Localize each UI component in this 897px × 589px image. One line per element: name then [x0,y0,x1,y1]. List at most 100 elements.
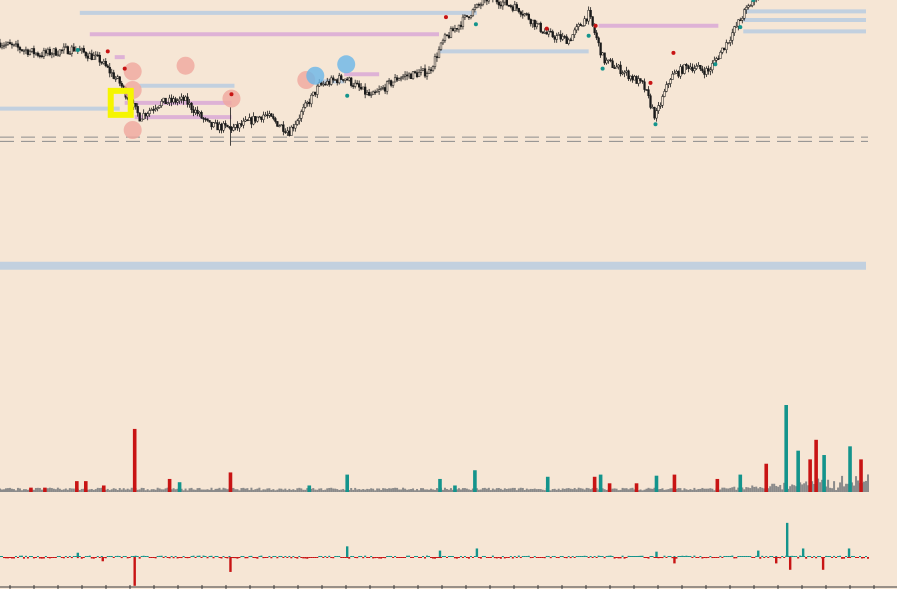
red-volume-bar [715,478,720,492]
candle-body [266,114,269,117]
teal-volume-bar [822,455,826,492]
volume-bar [202,489,205,492]
delta-bar [218,557,221,558]
volume-bar [382,488,385,492]
delta-bar [839,555,842,557]
volume-bar [258,487,261,492]
delta-bar [603,557,606,559]
delta-bar [290,557,293,559]
volume-bar [270,489,273,492]
volume-bar [70,488,73,492]
candle-body [597,37,600,44]
delta-bar [573,557,576,558]
candle-body [338,75,341,84]
candle-body [44,50,48,54]
teal-delta-bar [438,550,442,557]
volume-bar [154,489,157,492]
candle-body [276,121,279,127]
delta-bar [166,557,169,558]
delta-bar [667,556,670,557]
delta-bar [112,557,115,558]
delta-bar [62,557,65,559]
delta-bar [4,557,7,559]
delta-bar [70,557,73,559]
delta-bar [545,555,548,557]
delta-bar [200,557,203,558]
volume-bar [374,490,377,492]
candle-body [741,18,744,21]
delta-bar [763,557,766,558]
delta-bar [633,556,636,557]
volume-bar [236,489,239,492]
volume-bar [160,489,163,492]
volume-bar [839,482,842,492]
candle-body [88,53,91,59]
candle-body [192,109,195,113]
volume-bar [180,488,183,492]
volume-bar [194,489,197,492]
volume-bar [252,489,255,492]
delta-bar [332,557,335,559]
volume-bar [595,487,598,492]
candle-body [691,66,694,72]
volume-bar [551,489,554,492]
teal-delta-bar [757,550,760,557]
volume-bar [260,490,263,492]
candle-body [256,116,259,122]
candle-body [573,29,576,35]
candle-body [603,52,606,64]
delta-bar [457,557,460,558]
candle-body [172,98,175,103]
volume-bar [825,486,828,492]
candle-body [413,71,417,73]
delta-bar [96,556,99,557]
delta-bar [455,557,458,559]
delta-bar [164,556,167,557]
delta-bar [234,557,237,559]
candle-body [46,48,50,54]
volume-bar [819,482,822,492]
delta-bar [581,556,584,557]
volume-bar [98,488,101,492]
volume-bar [172,488,175,492]
delta-bar [659,557,662,558]
delta-bar [226,557,229,559]
delta-bar [142,555,145,557]
delta-bar [533,556,536,557]
volume-bar [747,487,750,492]
volume-bar [318,488,321,492]
delta-bar [424,557,427,559]
volume-bar [621,487,624,492]
delta-bar [585,556,588,557]
delta-bar [154,557,157,559]
volume-bar [266,488,269,492]
volume-bar [495,488,498,492]
volume-bar [358,489,361,492]
delta-bar [262,557,265,559]
candle-body [667,83,670,85]
volume-bar [615,488,618,492]
candle-body [274,118,277,122]
candle-body [521,14,524,16]
volume-bar [843,486,846,492]
volume-bar [0,489,3,492]
candle-body [683,64,686,74]
delta-bar [328,555,331,557]
volume-bar [781,489,784,492]
volume-bar [689,489,692,492]
red-volume-bar [29,487,33,492]
candle-body [324,83,327,86]
volume-bar [531,488,534,492]
delta-bar [689,556,692,557]
delta-bar [2,557,5,559]
candle-body [527,13,530,20]
candle-body [495,0,499,3]
volume-bar [793,485,796,492]
delta-bar [256,557,259,559]
volume-bar [571,489,574,492]
volume-bar [723,487,726,492]
delta-bar [248,556,251,557]
volume-bar [737,487,740,492]
